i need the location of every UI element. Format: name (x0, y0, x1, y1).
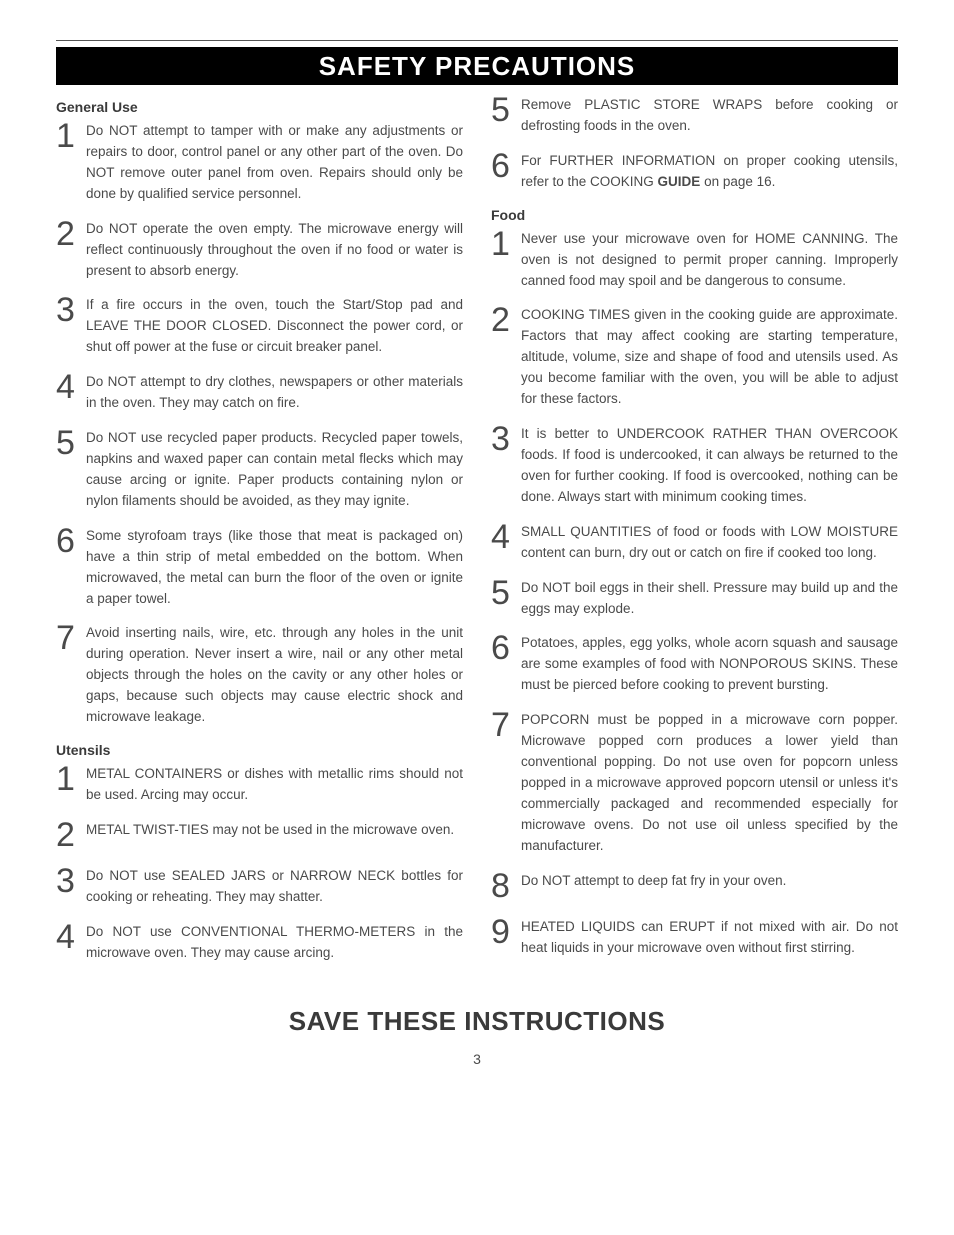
list-item-number: 1 (56, 119, 86, 153)
page-number: 3 (56, 1051, 898, 1067)
list-item-number: 2 (56, 217, 86, 251)
list-item: 5Do NOT use recycled paper products. Rec… (56, 428, 463, 512)
list-item-body: METAL CONTAINERS or dishes with metallic… (86, 764, 463, 806)
list-item-number: 4 (491, 520, 521, 554)
list-item: 3Do NOT use SEALED JARS or NARROW NECK b… (56, 866, 463, 908)
list-item-number: 1 (56, 762, 86, 796)
list-item-body: Remove PLASTIC STORE WRAPS before cookin… (521, 95, 898, 137)
list-item: 6For FURTHER INFORMATION on proper cooki… (491, 151, 898, 193)
list-item-body: Do NOT use CONVENTIONAL THERMO-METERS in… (86, 922, 463, 964)
list-item-number: 5 (56, 426, 86, 460)
save-instructions-heading: SAVE THESE INSTRUCTIONS (56, 1006, 898, 1037)
list-item: 3It is better to UNDERCOOK RATHER THAN O… (491, 424, 898, 508)
list-item-body: Never use your microwave oven for HOME C… (521, 229, 898, 292)
list-item-number: 6 (491, 149, 521, 183)
list-item-number: 4 (56, 920, 86, 954)
list-item-body: METAL TWIST-TIES may not be used in the … (86, 820, 463, 841)
list-item-number: 6 (56, 524, 86, 558)
list-item-body: Avoid inserting nails, wire, etc. throug… (86, 623, 463, 728)
list-item-number: 8 (491, 869, 521, 903)
list-item-number: 5 (491, 93, 521, 127)
list-item-body: COOKING TIMES given in the cooking guide… (521, 305, 898, 410)
list-item-body: POPCORN must be popped in a microwave co… (521, 710, 898, 856)
list-item-number: 6 (491, 631, 521, 665)
list-item-number: 7 (491, 708, 521, 742)
columns-container: General Use1Do NOT attempt to tamper wit… (56, 95, 898, 978)
section-heading: General Use (56, 99, 463, 115)
left-column: General Use1Do NOT attempt to tamper wit… (56, 95, 463, 978)
list-item-body: SMALL QUANTITIES of food or foods with L… (521, 522, 898, 564)
list-item: 8Do NOT attempt to deep fat fry in your … (491, 871, 898, 903)
list-item-body: Do NOT boil eggs in their shell. Pressur… (521, 578, 898, 620)
list-item-body: Some styrofoam trays (like those that me… (86, 526, 463, 610)
list-item: 5Do NOT boil eggs in their shell. Pressu… (491, 578, 898, 620)
list-item-body: Do NOT operate the oven empty. The micro… (86, 219, 463, 282)
list-item-number: 4 (56, 370, 86, 404)
list-item-body: Do NOT use recycled paper products. Recy… (86, 428, 463, 512)
list-item-number: 1 (491, 227, 521, 261)
list-item-number: 3 (491, 422, 521, 456)
title-bar: SAFETY PRECAUTIONS (56, 47, 898, 85)
list-item: 7Avoid inserting nails, wire, etc. throu… (56, 623, 463, 728)
list-item: 1Never use your microwave oven for HOME … (491, 229, 898, 292)
list-item-number: 3 (56, 293, 86, 327)
list-item: 6Some styrofoam trays (like those that m… (56, 526, 463, 610)
list-item-number: 3 (56, 864, 86, 898)
list-item-body: Do NOT attempt to tamper with or make an… (86, 121, 463, 205)
section-heading: Food (491, 207, 898, 223)
document-page: SAFETY PRECAUTIONS General Use1Do NOT at… (0, 0, 954, 1097)
list-item: 1METAL CONTAINERS or dishes with metalli… (56, 764, 463, 806)
list-item-body: Do NOT attempt to dry clothes, newspaper… (86, 372, 463, 414)
list-item: 7POPCORN must be popped in a microwave c… (491, 710, 898, 856)
top-rule (56, 40, 898, 41)
list-item: 3If a fire occurs in the oven, touch the… (56, 295, 463, 358)
right-column: 5Remove PLASTIC STORE WRAPS before cooki… (491, 95, 898, 978)
list-item-body: It is better to UNDERCOOK RATHER THAN OV… (521, 424, 898, 508)
list-item-number: 7 (56, 621, 86, 655)
list-item-number: 2 (56, 818, 86, 852)
list-item-body: HEATED LIQUIDS can ERUPT if not mixed wi… (521, 917, 898, 959)
list-item: 4SMALL QUANTITIES of food or foods with … (491, 522, 898, 564)
list-item: 5Remove PLASTIC STORE WRAPS before cooki… (491, 95, 898, 137)
list-item: 2Do NOT operate the oven empty. The micr… (56, 219, 463, 282)
list-item: 4Do NOT use CONVENTIONAL THERMO-METERS i… (56, 922, 463, 964)
list-item-body: Do NOT use SEALED JARS or NARROW NECK bo… (86, 866, 463, 908)
list-item-number: 9 (491, 915, 521, 949)
list-item: 1Do NOT attempt to tamper with or make a… (56, 121, 463, 205)
list-item-body: For FURTHER INFORMATION on proper cookin… (521, 151, 898, 193)
list-item-body: Potatoes, apples, egg yolks, whole acorn… (521, 633, 898, 696)
section-heading: Utensils (56, 742, 463, 758)
list-item-body: Do NOT attempt to deep fat fry in your o… (521, 871, 898, 892)
list-item-number: 2 (491, 303, 521, 337)
list-item: 2COOKING TIMES given in the cooking guid… (491, 305, 898, 410)
list-item: 2METAL TWIST-TIES may not be used in the… (56, 820, 463, 852)
list-item: 6Potatoes, apples, egg yolks, whole acor… (491, 633, 898, 696)
list-item: 4Do NOT attempt to dry clothes, newspape… (56, 372, 463, 414)
list-item-body: If a fire occurs in the oven, touch the … (86, 295, 463, 358)
list-item: 9HEATED LIQUIDS can ERUPT if not mixed w… (491, 917, 898, 959)
list-item-number: 5 (491, 576, 521, 610)
